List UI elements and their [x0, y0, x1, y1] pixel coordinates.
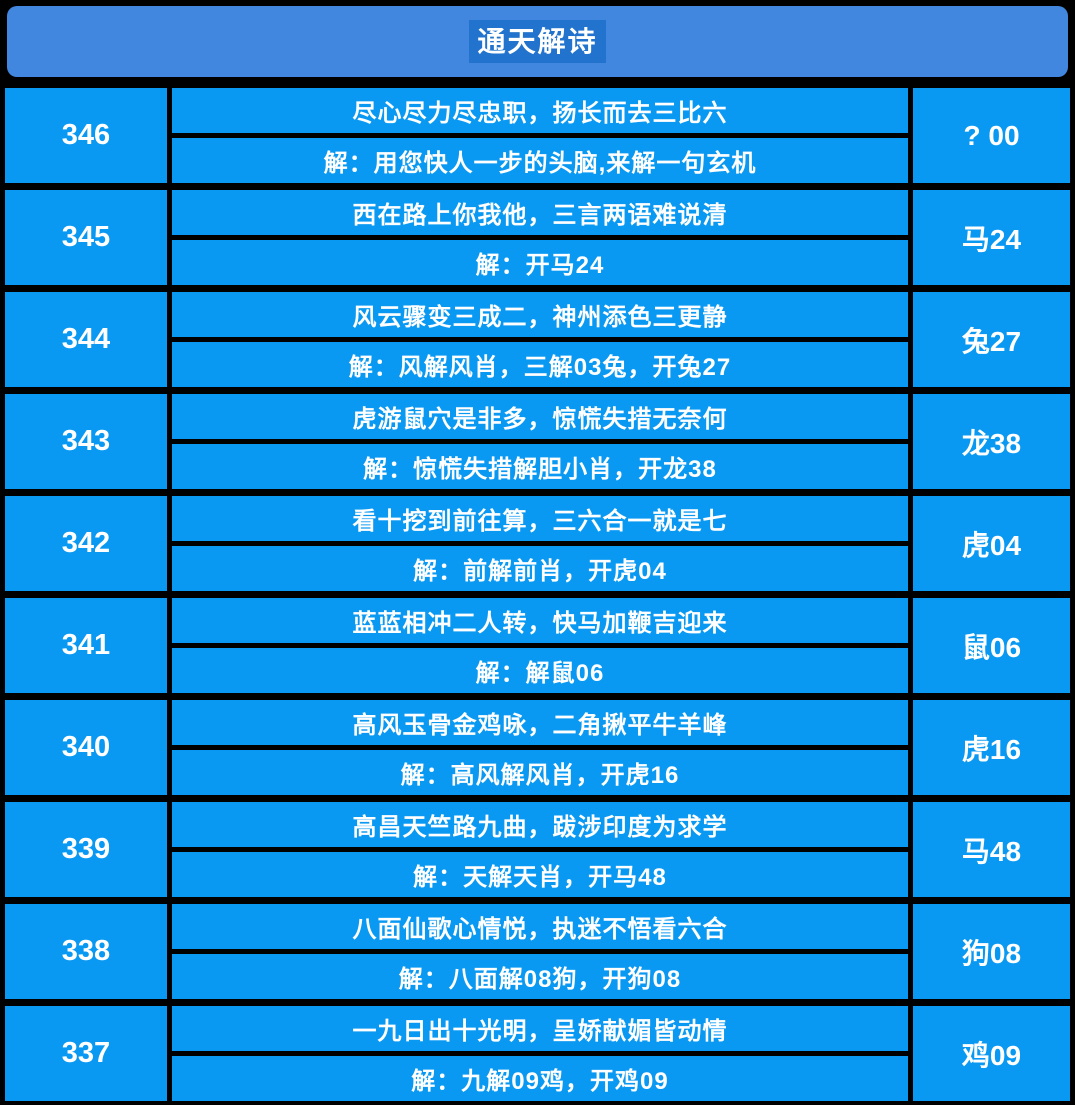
poem-text: 八面仙歌心情悦，执迷不悟看六合: [172, 904, 908, 949]
row-middle-column: 尽心尽力尽忠职，扬长而去三比六 解：用您快人一步的头脑,来解一句玄机: [172, 88, 908, 183]
row-middle-column: 风云骤变三成二，神州添色三更静 解：风解风肖，三解03兔，开兔27: [172, 292, 908, 387]
poem-text: 尽心尽力尽忠职，扬长而去三比六: [172, 88, 908, 133]
row-middle-column: 一九日出十光明，呈娇献媚皆动情 解：九解09鸡，开鸡09: [172, 1006, 908, 1101]
result-badge: 鼠06: [913, 598, 1070, 693]
row-middle-column: 蓝蓝相冲二人转，快马加鞭吉迎来 解：解鼠06: [172, 598, 908, 693]
issue-number: 345: [5, 190, 167, 285]
result-badge: 鸡09: [913, 1006, 1070, 1101]
issue-number: 341: [5, 598, 167, 693]
poem-text: 风云骤变三成二，神州添色三更静: [172, 292, 908, 337]
issue-number: 340: [5, 700, 167, 795]
table-row: 346 尽心尽力尽忠职，扬长而去三比六 解：用您快人一步的头脑,来解一句玄机 ?…: [5, 88, 1070, 183]
poem-text: 虎游鼠穴是非多，惊慌失措无奈何: [172, 394, 908, 439]
result-badge: 狗08: [913, 904, 1070, 999]
table-row: 341 蓝蓝相冲二人转，快马加鞭吉迎来 解：解鼠06 鼠06: [5, 598, 1070, 693]
result-badge: 马24: [913, 190, 1070, 285]
page-header: 通天解诗: [7, 6, 1068, 77]
issue-number: 343: [5, 394, 167, 489]
poem-text: 高昌天竺路九曲，跋涉印度为求学: [172, 802, 908, 847]
issue-number: 337: [5, 1006, 167, 1101]
interpretation-text: 解：高风解风肖，开虎16: [172, 750, 908, 795]
interpretation-text: 解：解鼠06: [172, 648, 908, 693]
issue-number: 338: [5, 904, 167, 999]
interpretation-text: 解：前解前肖，开虎04: [172, 546, 908, 591]
interpretation-text: 解：惊慌失措解胆小肖，开龙38: [172, 444, 908, 489]
row-middle-column: 看十挖到前往算，三六合一就是七 解：前解前肖，开虎04: [172, 496, 908, 591]
interpretation-text: 解：八面解08狗，开狗08: [172, 954, 908, 999]
poem-text: 西在路上你我他，三言两语难说清: [172, 190, 908, 235]
page-title: 通天解诗: [469, 19, 606, 64]
table-row: 344 风云骤变三成二，神州添色三更静 解：风解风肖，三解03兔，开兔27 兔2…: [5, 292, 1070, 387]
poem-text: 一九日出十光明，呈娇献媚皆动情: [172, 1006, 908, 1051]
interpretation-text: 解：用您快人一步的头脑,来解一句玄机: [172, 138, 908, 183]
poem-text: 看十挖到前往算，三六合一就是七: [172, 496, 908, 541]
poem-table: 346 尽心尽力尽忠职，扬长而去三比六 解：用您快人一步的头脑,来解一句玄机 ?…: [5, 88, 1070, 1101]
issue-number: 342: [5, 496, 167, 591]
table-row: 339 高昌天竺路九曲，跋涉印度为求学 解：天解天肖，开马48 马48: [5, 802, 1070, 897]
interpretation-text: 解：风解风肖，三解03兔，开兔27: [172, 342, 908, 387]
interpretation-text: 解：九解09鸡，开鸡09: [172, 1056, 908, 1101]
interpretation-text: 解：开马24: [172, 240, 908, 285]
table-row: 342 看十挖到前往算，三六合一就是七 解：前解前肖，开虎04 虎04: [5, 496, 1070, 591]
table-row: 343 虎游鼠穴是非多，惊慌失措无奈何 解：惊慌失措解胆小肖，开龙38 龙38: [5, 394, 1070, 489]
result-badge: 兔27: [913, 292, 1070, 387]
interpretation-text: 解：天解天肖，开马48: [172, 852, 908, 897]
table-row: 345 西在路上你我他，三言两语难说清 解：开马24 马24: [5, 190, 1070, 285]
table-row: 337 一九日出十光明，呈娇献媚皆动情 解：九解09鸡，开鸡09 鸡09: [5, 1006, 1070, 1101]
poem-text: 蓝蓝相冲二人转，快马加鞭吉迎来: [172, 598, 908, 643]
result-badge: ? 00: [913, 88, 1070, 183]
row-middle-column: 西在路上你我他，三言两语难说清 解：开马24: [172, 190, 908, 285]
issue-number: 344: [5, 292, 167, 387]
issue-number: 339: [5, 802, 167, 897]
result-badge: 虎04: [913, 496, 1070, 591]
table-row: 340 高风玉骨金鸡咏，二角揪平牛羊峰 解：高风解风肖，开虎16 虎16: [5, 700, 1070, 795]
result-badge: 虎16: [913, 700, 1070, 795]
row-middle-column: 虎游鼠穴是非多，惊慌失措无奈何 解：惊慌失措解胆小肖，开龙38: [172, 394, 908, 489]
row-middle-column: 高昌天竺路九曲，跋涉印度为求学 解：天解天肖，开马48: [172, 802, 908, 897]
row-middle-column: 高风玉骨金鸡咏，二角揪平牛羊峰 解：高风解风肖，开虎16: [172, 700, 908, 795]
row-middle-column: 八面仙歌心情悦，执迷不悟看六合 解：八面解08狗，开狗08: [172, 904, 908, 999]
result-badge: 马48: [913, 802, 1070, 897]
table-row: 338 八面仙歌心情悦，执迷不悟看六合 解：八面解08狗，开狗08 狗08: [5, 904, 1070, 999]
poem-text: 高风玉骨金鸡咏，二角揪平牛羊峰: [172, 700, 908, 745]
result-badge: 龙38: [913, 394, 1070, 489]
issue-number: 346: [5, 88, 167, 183]
